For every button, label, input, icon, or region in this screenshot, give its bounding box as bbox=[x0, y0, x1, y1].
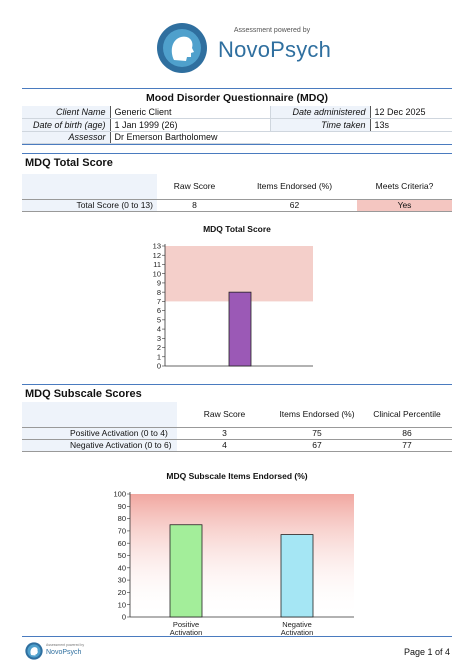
y-tick-label: 10 bbox=[153, 269, 161, 278]
report-title: Mood Disorder Questionnaire (MDQ) bbox=[22, 88, 452, 106]
subscale-percentile-value: 77 bbox=[362, 438, 452, 452]
bar-subscale bbox=[280, 534, 314, 618]
total-row-label: Total Score (0 to 13) bbox=[22, 198, 157, 212]
dob-value: 1 Jan 1999 (26) bbox=[109, 118, 270, 132]
y-tick-label: 30 bbox=[118, 576, 126, 585]
x-tick-label: Activation bbox=[170, 628, 203, 637]
y-tick-label: 60 bbox=[118, 539, 126, 548]
y-tick-label: 20 bbox=[118, 588, 126, 597]
x-tick-label: Positive bbox=[173, 620, 199, 629]
subscale-pct-value: 75 bbox=[272, 426, 362, 440]
time-taken-value: 13s bbox=[369, 118, 452, 132]
subscale-col-percentile: Clinical Percentile bbox=[373, 409, 441, 420]
chart-subscale-title: MDQ Subscale Items Endorsed (%) bbox=[166, 471, 308, 481]
subscale-heading: MDQ Subscale Scores bbox=[22, 384, 452, 400]
brand-name: NovoPsych bbox=[218, 37, 332, 62]
report-info-block: Mood Disorder Questionnaire (MDQ) Client… bbox=[22, 88, 452, 145]
dob-label: Date of birth (age) bbox=[22, 118, 110, 132]
time-taken-label: Time taken bbox=[269, 118, 370, 132]
page-number: Page 1 of 4 bbox=[403, 647, 450, 657]
percentile-gradient-band bbox=[130, 494, 354, 617]
total-col-criteria: Meets Criteria? bbox=[375, 181, 434, 192]
assessor-value: Dr Emerson Bartholomew bbox=[109, 131, 270, 144]
x-tick-label: Negative bbox=[282, 620, 312, 629]
powered-by-text: Assessment powered by bbox=[233, 27, 311, 34]
y-tick-label: 7 bbox=[157, 297, 161, 306]
total-score-table: Raw Score Items Endorsed (%) Meets Crite… bbox=[22, 174, 452, 212]
bar-total-score bbox=[228, 291, 252, 367]
y-tick-label: 80 bbox=[118, 514, 126, 523]
subscale-pct-value: 67 bbox=[272, 438, 362, 452]
total-score-heading: MDQ Total Score bbox=[22, 153, 452, 169]
subscale-raw-value: 3 bbox=[177, 426, 272, 440]
y-tick-label: 11 bbox=[153, 260, 161, 269]
x-tick-label: Activation bbox=[281, 628, 314, 637]
footer-powered-by: Assessment powered by bbox=[46, 643, 85, 647]
subscale-col-pct: Items Endorsed (%) bbox=[279, 409, 355, 420]
footer-divider bbox=[22, 636, 452, 637]
subscale-percentile-value: 86 bbox=[362, 426, 452, 440]
table-row: Total Score (0 to 13) 8 62 Yes bbox=[22, 198, 452, 212]
date-administered-label: Date administered bbox=[269, 106, 370, 119]
total-pct-value: 62 bbox=[232, 198, 357, 212]
y-tick-label: 4 bbox=[157, 325, 161, 334]
bar-subscale bbox=[169, 524, 203, 618]
y-tick-label: 100 bbox=[113, 490, 126, 499]
y-tick-label: 70 bbox=[118, 527, 126, 536]
y-tick-label: 0 bbox=[122, 613, 126, 622]
y-tick-label: 10 bbox=[118, 600, 126, 609]
y-tick-label: 0 bbox=[157, 362, 161, 371]
table-row: Positive Activation (0 to 4) 3 75 86 bbox=[22, 426, 452, 440]
client-name-value: Generic Client bbox=[109, 106, 270, 119]
y-tick-label: 2 bbox=[157, 343, 161, 352]
total-col-raw: Raw Score bbox=[173, 181, 216, 192]
y-tick-label: 50 bbox=[118, 551, 126, 560]
y-tick-label: 90 bbox=[118, 502, 126, 511]
novopsych-logo-icon bbox=[157, 23, 207, 73]
y-tick-label: 9 bbox=[157, 279, 161, 288]
y-tick-label: 5 bbox=[157, 315, 161, 324]
y-tick-label: 6 bbox=[157, 306, 161, 315]
date-administered-value: 12 Dec 2025 bbox=[369, 106, 452, 119]
y-tick-label: 13 bbox=[153, 242, 161, 251]
client-info-table: Client Name Generic Client Date administ… bbox=[22, 106, 452, 144]
footer-logo-icon bbox=[25, 642, 43, 660]
total-col-pct: Items Endorsed (%) bbox=[256, 181, 333, 192]
assessor-label: Assessor bbox=[22, 131, 110, 144]
y-tick-label: 8 bbox=[157, 288, 161, 297]
subscale-chart: 0102030405060708090100PositiveActivation… bbox=[113, 490, 354, 637]
y-tick-label: 3 bbox=[157, 334, 161, 343]
subscale-row-label: Positive Activation (0 to 4) bbox=[22, 426, 177, 440]
total-raw-value: 8 bbox=[157, 198, 232, 212]
y-tick-label: 12 bbox=[153, 251, 161, 260]
y-tick-label: 1 bbox=[157, 352, 161, 361]
meets-criteria-badge: Yes bbox=[357, 198, 452, 212]
subscale-col-raw: Raw Score bbox=[203, 409, 246, 420]
footer-brand: NovoPsych bbox=[46, 649, 82, 656]
subscale-raw-value: 4 bbox=[177, 438, 272, 452]
table-row: Negative Activation (0 to 6) 4 67 77 bbox=[22, 438, 452, 452]
y-tick-label: 40 bbox=[118, 563, 126, 572]
chart-total-title: MDQ Total Score bbox=[203, 224, 271, 234]
subscale-row-label: Negative Activation (0 to 6) bbox=[22, 438, 177, 452]
subscale-table: Raw Score Items Endorsed (%) Clinical Pe… bbox=[22, 402, 452, 452]
client-name-label: Client Name bbox=[22, 106, 110, 119]
